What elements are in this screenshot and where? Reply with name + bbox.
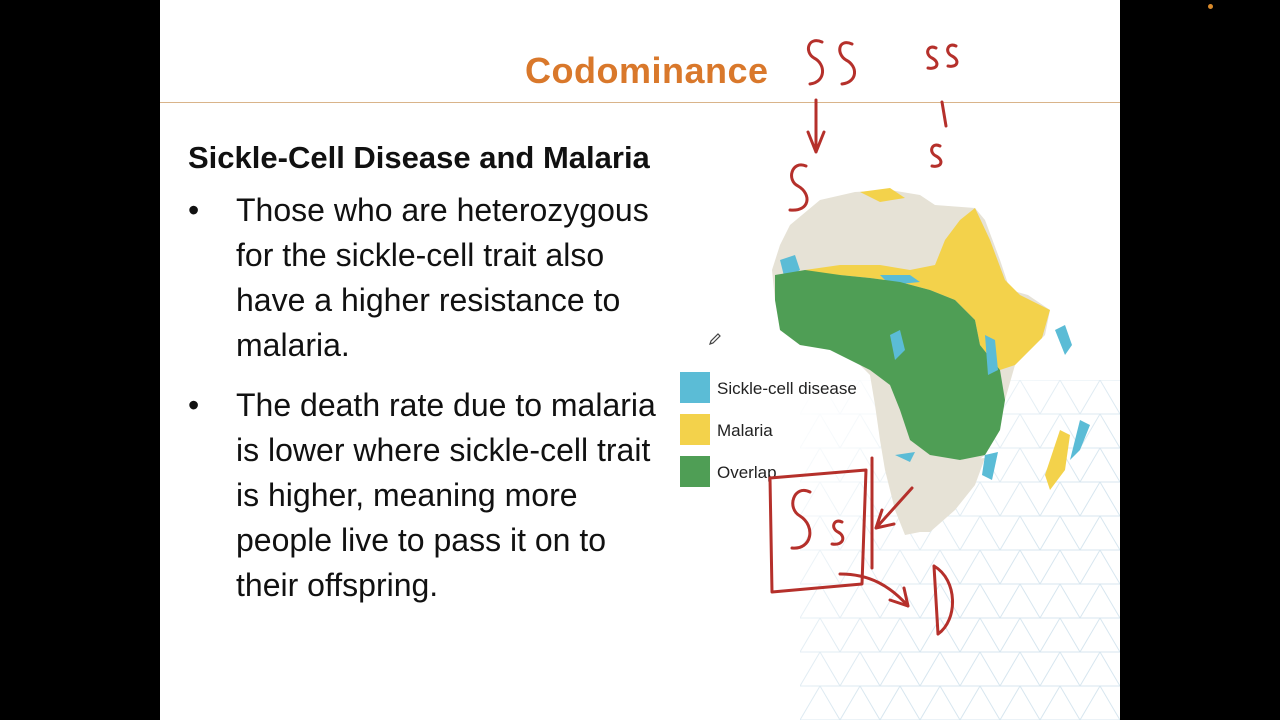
slide: Codominance Sickle-Cell Disease and Mala… bbox=[160, 0, 1120, 720]
sickle-cell-region bbox=[1070, 420, 1090, 460]
pencil-icon[interactable] bbox=[708, 332, 722, 346]
title-divider bbox=[160, 102, 1120, 103]
bullet-text: Those who are heterozygous for the sickl… bbox=[236, 192, 649, 363]
legend-label: Overlap bbox=[717, 463, 777, 482]
malaria-region bbox=[805, 208, 1050, 370]
malaria-region bbox=[1045, 430, 1070, 490]
malaria-region bbox=[860, 188, 905, 202]
sickle-cell-region bbox=[895, 452, 915, 462]
slide-title: Codominance bbox=[525, 50, 769, 91]
sickle-cell-region bbox=[890, 330, 905, 360]
bullet-marker: • bbox=[188, 192, 200, 228]
legend-swatch bbox=[680, 372, 710, 403]
africa-land bbox=[898, 458, 985, 532]
legend-label: Malaria bbox=[717, 421, 773, 440]
sickle-cell-region bbox=[982, 452, 998, 480]
legend-label: Sickle-cell disease bbox=[717, 379, 857, 398]
legend-swatch bbox=[680, 414, 710, 445]
africa-map-icon bbox=[772, 188, 1090, 535]
recording-indicator bbox=[1208, 4, 1213, 9]
sickle-cell-region bbox=[1055, 325, 1072, 355]
legend-swatch bbox=[680, 456, 710, 487]
overlap-region bbox=[775, 270, 1005, 460]
bullet-marker: • bbox=[188, 387, 200, 423]
sickle-cell-region bbox=[985, 335, 998, 375]
slide-subtitle: Sickle-Cell Disease and Malaria bbox=[188, 140, 650, 175]
bullet-text: The death rate due to malaria is lower w… bbox=[236, 387, 656, 603]
